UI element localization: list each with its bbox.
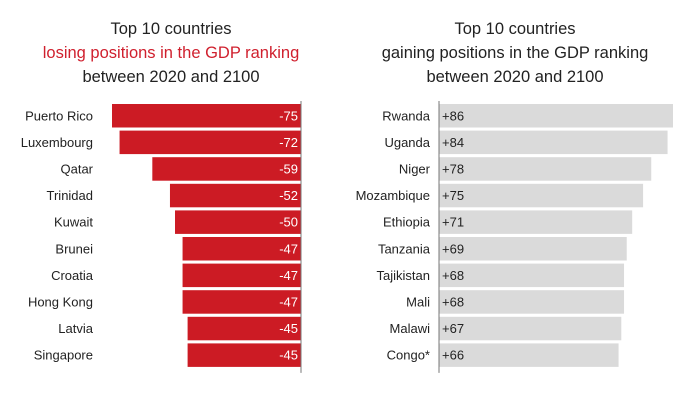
left-bar-4: [169, 183, 301, 208]
left-title-line3: between 2020 and 2100: [82, 68, 260, 86]
right-category-label-8: Mali: [406, 294, 430, 309]
right-category-label-5: Ethiopia: [383, 215, 431, 230]
left-category-label-10: Singapore: [34, 348, 93, 363]
right-value-label-4: +75: [442, 188, 464, 203]
left-bar-7: [182, 263, 301, 288]
right-category-label-6: Tanzania: [378, 241, 431, 256]
right-bar-8: [439, 290, 625, 314]
left-category-label-1: Puerto Rico: [25, 108, 93, 123]
right-bar-3: [439, 157, 652, 181]
right-bar-2: [439, 130, 668, 155]
right-title-line3: between 2020 and 2100: [426, 68, 604, 86]
right-category-label-4: Mozambique: [356, 188, 430, 203]
right-bar-6: [439, 237, 627, 261]
right-value-label-5: +71: [442, 215, 464, 230]
left-value-label-9: -45: [279, 321, 298, 336]
right-category-label-10: Congo*: [387, 348, 430, 363]
left-value-label-3: -59: [279, 161, 298, 176]
right-value-label-2: +84: [442, 135, 464, 150]
left-category-label-4: Trinidad: [47, 188, 93, 203]
right-value-label-1: +86: [442, 108, 464, 123]
right-bar-10: [439, 343, 619, 367]
left-category-label-6: Brunei: [55, 241, 93, 256]
left-chart-title: Top 10 countries losing positions in the…: [6, 17, 336, 89]
left-bar-8: [182, 290, 301, 314]
right-bar-7: [439, 263, 625, 288]
left-value-label-7: -47: [279, 268, 298, 283]
right-bar-5: [439, 210, 633, 234]
left-category-label-9: Latvia: [58, 321, 93, 336]
left-bar-9: [187, 316, 301, 341]
left-category-label-2: Luxembourg: [21, 135, 93, 150]
right-value-label-9: +67: [442, 321, 464, 336]
left-category-label-8: Hong Kong: [28, 294, 93, 309]
left-title-line1: Top 10 countries: [110, 20, 232, 38]
right-bar-9: [439, 316, 622, 341]
right-category-label-1: Rwanda: [382, 108, 430, 123]
right-category-label-3: Niger: [399, 161, 431, 176]
left-value-label-4: -52: [279, 188, 298, 203]
left-category-label-7: Croatia: [51, 268, 94, 283]
left-value-label-1: -75: [279, 108, 298, 123]
right-title-line2: gaining positions in the GDP ranking: [381, 44, 649, 62]
right-value-label-10: +66: [442, 348, 464, 363]
left-value-label-10: -45: [279, 348, 298, 363]
right-value-label-7: +68: [442, 268, 464, 283]
left-bar-1: [112, 104, 301, 128]
right-bar-4: [439, 183, 644, 208]
left-bar-5: [175, 210, 301, 234]
right-value-label-8: +68: [442, 294, 464, 309]
left-title-line2: losing positions in the GDP ranking: [42, 44, 300, 62]
left-category-label-3: Qatar: [60, 161, 93, 176]
left-value-label-6: -47: [279, 241, 298, 256]
left-value-label-8: -47: [279, 294, 298, 309]
left-category-label-5: Kuwait: [54, 215, 93, 230]
left-bar-10: [187, 343, 301, 367]
left-value-label-2: -72: [279, 135, 298, 150]
right-category-label-2: Uganda: [384, 135, 430, 150]
left-bar-3: [152, 157, 301, 181]
right-value-label-3: +78: [442, 161, 464, 176]
left-value-label-5: -50: [279, 215, 298, 230]
left-bar-2: [119, 130, 301, 155]
right-category-label-7: Tajikistan: [377, 268, 430, 283]
right-value-label-6: +69: [442, 241, 464, 256]
right-bar-1: [439, 104, 673, 128]
right-category-label-9: Malawi: [390, 321, 431, 336]
right-chart-title: Top 10 countries gaining positions in th…: [350, 17, 680, 89]
right-title-line1: Top 10 countries: [454, 20, 576, 38]
left-bar-6: [182, 237, 301, 261]
